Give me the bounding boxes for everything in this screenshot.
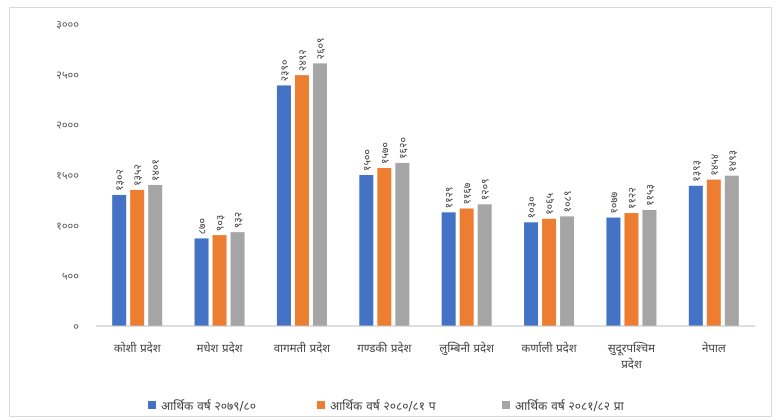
- data-label: १४९३: [727, 150, 739, 172]
- bar: [276, 85, 291, 326]
- legend-swatch: [502, 401, 510, 409]
- data-label: १४०१: [150, 159, 162, 181]
- data-label: ९०३: [215, 215, 227, 231]
- legend-swatch: [317, 401, 325, 409]
- category-label: सुदूरपश्चिम: [608, 341, 656, 356]
- data-label: ११६७: [462, 182, 474, 204]
- legend-label: आर्थिक वर्ष २०८०/८१ प: [330, 399, 436, 413]
- category-label: लुम्बिनी प्रदेश: [439, 341, 494, 356]
- category-label: कोशी प्रदेश: [114, 341, 161, 355]
- category-label: कर्णाली प्रदेश: [522, 341, 577, 355]
- data-labels: १३०२ १३५२ १४०१ ८७० ९०३ ९३२ २३९० २४९२ २६०९ १५०० १५७…: [114, 38, 739, 235]
- bar: [524, 222, 539, 326]
- bar: [230, 232, 245, 326]
- y-tick-label: ०: [73, 320, 79, 333]
- bar: [148, 184, 163, 326]
- data-label: १३९३: [691, 160, 703, 182]
- legend-label: आर्थिक वर्ष २०७९/८०: [161, 399, 256, 413]
- data-label: २३९०: [279, 60, 291, 82]
- data-label: १६२०: [397, 137, 409, 159]
- legend: आर्थिक वर्ष २०७९/८० आर्थिक वर्ष २०८०/८१ प…: [148, 399, 625, 413]
- data-label: ११५३: [644, 184, 656, 206]
- data-label: २४९२: [297, 49, 309, 71]
- bar: [112, 194, 127, 326]
- y-axis: ० ५०० १००० १५०० २००० २५०० ३०००: [56, 18, 79, 333]
- data-label: ८७०: [197, 218, 209, 234]
- y-tick-label: १०००: [56, 219, 79, 232]
- data-label: १४५४: [709, 154, 721, 176]
- bar: [130, 189, 145, 326]
- y-tick-label: २५००: [56, 68, 79, 81]
- bar: [294, 75, 309, 326]
- y-tick-label: ३०००: [56, 18, 79, 31]
- bar: [194, 238, 209, 326]
- data-label: १३५२: [132, 164, 144, 186]
- bar: [642, 209, 657, 326]
- bar: [477, 204, 492, 326]
- x-axis: कोशी प्रदेश मधेश प्रदेश वागमती प्रदेश गण्डक…: [96, 325, 755, 371]
- bars: [112, 63, 739, 327]
- legend-swatch: [148, 401, 156, 409]
- category-label: गण्डकी प्रदेश: [357, 341, 411, 355]
- y-tick-label: ५००: [62, 270, 79, 283]
- data-label: १५७०: [379, 142, 391, 164]
- bar: [560, 216, 575, 326]
- bar: [606, 217, 621, 326]
- data-label: १२०९: [480, 178, 492, 200]
- bar: [624, 213, 639, 326]
- data-label: २६०९: [315, 38, 327, 60]
- bar: [706, 179, 721, 326]
- bar: [395, 162, 410, 326]
- category-label: मधेश प्रदेश: [197, 341, 243, 355]
- data-label: १३०२: [114, 169, 126, 191]
- data-label: ११२९: [444, 187, 456, 209]
- bar: [724, 175, 739, 326]
- data-label: १५००: [361, 149, 373, 171]
- data-label: १०३०: [526, 196, 538, 218]
- bar: [212, 235, 227, 326]
- data-label: ११२२: [626, 187, 638, 209]
- data-label: ९३२: [233, 212, 245, 228]
- bar: [688, 185, 703, 326]
- bar: [312, 63, 327, 327]
- y-tick-label: २०००: [56, 119, 79, 132]
- data-label: १०७७: [608, 191, 620, 213]
- bar: [359, 175, 374, 326]
- y-tick-label: १५००: [56, 169, 79, 182]
- category-label: प्रदेश: [621, 357, 642, 371]
- category-label: वागमती प्रदेश: [274, 341, 331, 355]
- bar: [542, 218, 557, 326]
- data-label: १०६५: [544, 193, 556, 215]
- bar: [441, 212, 456, 326]
- data-label: १०८९: [562, 191, 574, 213]
- legend-label: आर्थिक वर्ष २०८१/८२ प्रा: [515, 399, 625, 413]
- bar: [459, 208, 474, 326]
- bar: [377, 167, 392, 326]
- category-label: नेपाल: [702, 341, 726, 355]
